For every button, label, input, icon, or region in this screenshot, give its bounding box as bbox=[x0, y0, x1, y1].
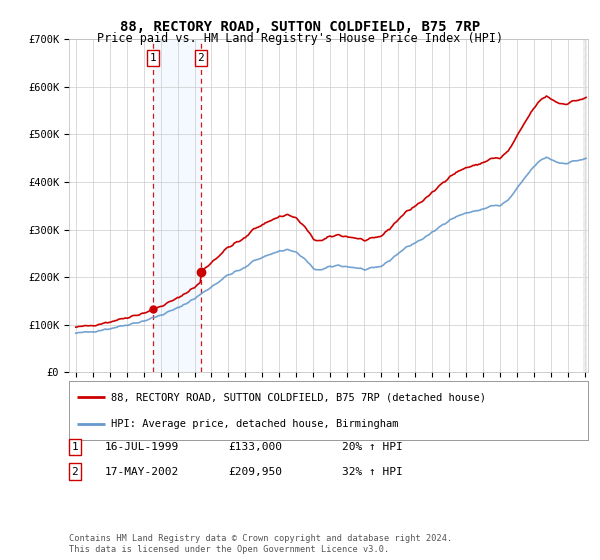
Text: 1: 1 bbox=[71, 442, 79, 452]
Text: 17-MAY-2002: 17-MAY-2002 bbox=[105, 466, 179, 477]
Bar bbox=[153, 39, 201, 372]
Text: £209,950: £209,950 bbox=[228, 466, 282, 477]
Text: HPI: Average price, detached house, Birmingham: HPI: Average price, detached house, Birm… bbox=[110, 419, 398, 429]
Text: 32% ↑ HPI: 32% ↑ HPI bbox=[342, 466, 403, 477]
Text: 2: 2 bbox=[197, 53, 204, 63]
Text: Price paid vs. HM Land Registry's House Price Index (HPI): Price paid vs. HM Land Registry's House … bbox=[97, 32, 503, 45]
Text: 88, RECTORY ROAD, SUTTON COLDFIELD, B75 7RP: 88, RECTORY ROAD, SUTTON COLDFIELD, B75 … bbox=[120, 20, 480, 34]
Text: Contains HM Land Registry data © Crown copyright and database right 2024.
This d: Contains HM Land Registry data © Crown c… bbox=[69, 534, 452, 554]
Bar bbox=[583, 39, 587, 372]
Text: 16-JUL-1999: 16-JUL-1999 bbox=[105, 442, 179, 452]
Text: 1: 1 bbox=[149, 53, 156, 63]
Text: 2: 2 bbox=[71, 466, 79, 477]
Text: 20% ↑ HPI: 20% ↑ HPI bbox=[342, 442, 403, 452]
Text: £133,000: £133,000 bbox=[228, 442, 282, 452]
Text: 88, RECTORY ROAD, SUTTON COLDFIELD, B75 7RP (detached house): 88, RECTORY ROAD, SUTTON COLDFIELD, B75 … bbox=[110, 392, 485, 402]
